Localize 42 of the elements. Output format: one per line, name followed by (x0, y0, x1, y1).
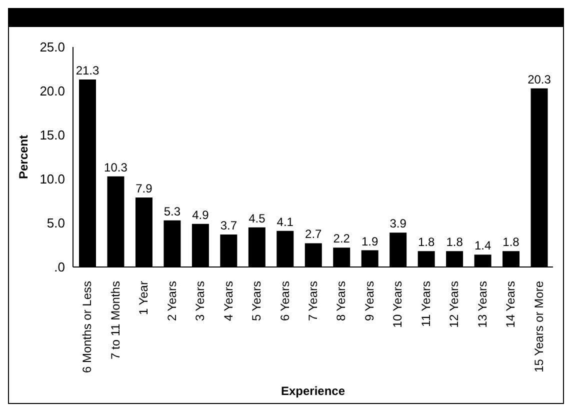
x-axis-title: Experience (280, 384, 346, 398)
x-tick-label: 7 to 11 Months (108, 281, 122, 360)
x-tick-label: 13 Years (475, 281, 490, 328)
x-tick-label: 3 Years (193, 281, 208, 322)
data-label: 1.8 (502, 235, 520, 250)
y-tick-label: 5.0 (46, 216, 65, 231)
x-tick-label: 10 Years (390, 281, 405, 328)
data-label: 7.9 (136, 181, 153, 196)
x-tick-label: 2 Years (164, 281, 179, 322)
x-tick-label: 4 Years (221, 281, 236, 322)
y-tick-label: 25.0 (40, 40, 65, 55)
data-label: 3.9 (390, 216, 407, 231)
data-label: 2.2 (333, 232, 350, 246)
x-tick-label: 12 Years (447, 281, 462, 328)
data-label: 2.7 (305, 227, 322, 242)
x-tick-label: 1 Year (136, 281, 151, 316)
x-tick-label: 9 Years (362, 281, 376, 322)
data-label: 20.3 (528, 72, 552, 86)
x-tick-label: 7 Years (306, 281, 320, 322)
data-label: 1.8 (418, 235, 435, 250)
data-label: 1.8 (446, 235, 464, 250)
y-tick-label: 15.0 (40, 128, 65, 143)
data-label: 4.9 (192, 208, 210, 222)
y-axis-title: Percent (16, 134, 30, 180)
x-tick-label: 8 Years (334, 281, 348, 322)
data-label: 4.5 (248, 211, 266, 226)
data-label: 1.4 (474, 238, 492, 253)
data-label: 1.9 (362, 234, 379, 248)
y-tick-label: 10.0 (40, 172, 65, 187)
y-tick-label: .0 (54, 260, 65, 275)
x-tick-label: 14 Years (504, 281, 518, 328)
data-label: 4.1 (276, 214, 294, 229)
data-label: 10.3 (104, 160, 128, 174)
x-tick-label: 6 Months or Less (80, 281, 94, 374)
data-label: 3.7 (220, 218, 238, 232)
data-label: 21.3 (76, 64, 100, 78)
x-tick-label: 11 Years (418, 281, 433, 327)
x-tick-label: 6 Years (278, 281, 292, 322)
data-label: 5.3 (164, 204, 181, 218)
x-tick-label: 5 Years (250, 281, 264, 322)
y-tick-label: 20.0 (40, 84, 65, 99)
x-tick-label: 15 Years or More (532, 280, 546, 372)
